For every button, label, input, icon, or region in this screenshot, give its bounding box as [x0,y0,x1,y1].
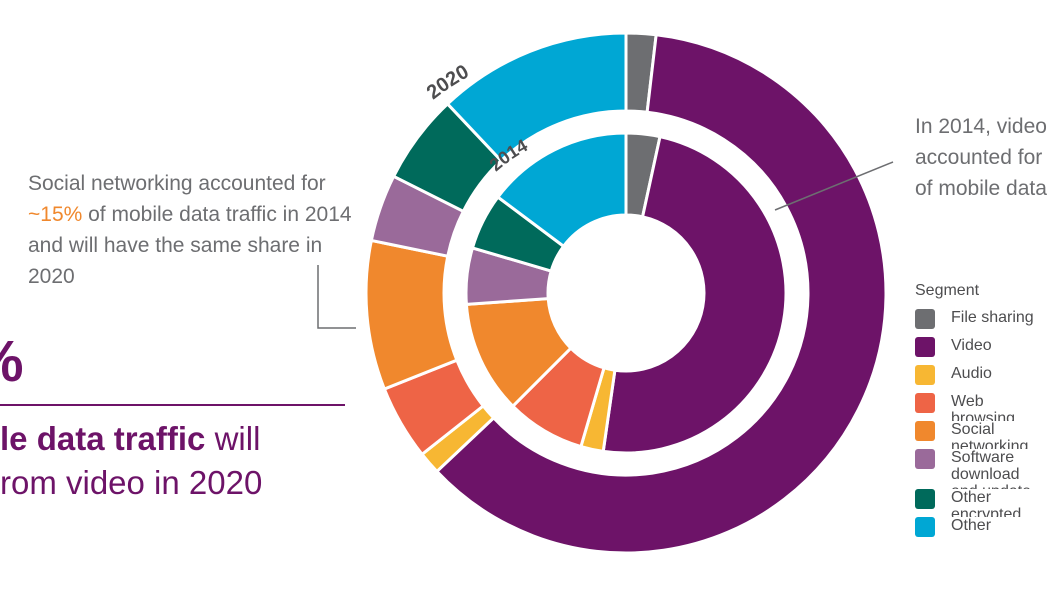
legend-swatch [915,309,935,329]
callout-right-line-2: accounted for [915,146,1043,169]
legend-swatch [915,337,935,357]
legend-label: Social networking [951,421,1029,449]
callout-left-text-2: of mobile data traffic in 2014 and will … [28,203,352,288]
legend-swatch [915,421,935,441]
callout-left-connector [317,265,356,329]
callout-left-highlight: ~15% [28,203,83,226]
headline-divider [0,404,345,406]
legend-label: Software download and update [951,449,1031,489]
inner-ring-2014 [464,131,788,455]
headline-bold: le data traffic [0,420,206,457]
legend-label: Video [951,337,992,354]
legend-label: Web browsing [951,393,1016,421]
slice-2020-social-networking [364,238,459,391]
legend-swatch [915,517,935,537]
legend-title: Segment [915,282,980,299]
slice-2014-other [495,131,628,249]
slice-2020-other [445,31,628,163]
slice-2014-video [601,134,788,455]
legend-swatch [915,449,935,469]
legend: Segment File sharing Video Audio Web bro… [915,280,1050,545]
callout-right-connector [774,161,894,211]
legend-label: Audio [951,365,992,382]
callout-left-text-1: Social networking accounted for [28,172,326,195]
legend-swatch [915,365,935,385]
legend-label: Other encrypted [951,489,1022,517]
legend-item-file-sharing: File sharing [915,309,1050,337]
legend-item-software-download: Software download and update [915,449,1050,489]
legend-item-other-encrypted: Other encrypted [915,489,1050,517]
outer-ring-2020 [364,31,888,555]
headline-text: le data traffic will rom video in 2020 [0,417,340,505]
legend-swatch [915,489,935,509]
callout-right-line-3: of mobile data [915,177,1047,200]
callout-video: In 2014, video accounted for of mobile d… [915,111,1050,204]
legend-item-video: Video [915,337,1050,365]
legend-label: File sharing [951,309,1034,326]
legend-item-audio: Audio [915,365,1050,393]
slice-2020-video [434,33,888,555]
headline-percentage: % [0,332,24,392]
headline-rest: will [205,420,261,457]
headline-line-2: rom video in 2020 [0,464,263,501]
legend-item-web-browsing: Web browsing [915,393,1050,421]
legend-item-other: Other [915,517,1050,545]
legend-label: Other [951,517,992,534]
callout-social-networking: Social networking accounted for ~15% of … [28,168,368,292]
callout-right-line-1: In 2014, video [915,115,1047,138]
legend-swatch [915,393,935,413]
legend-item-social-networking: Social networking [915,421,1050,449]
